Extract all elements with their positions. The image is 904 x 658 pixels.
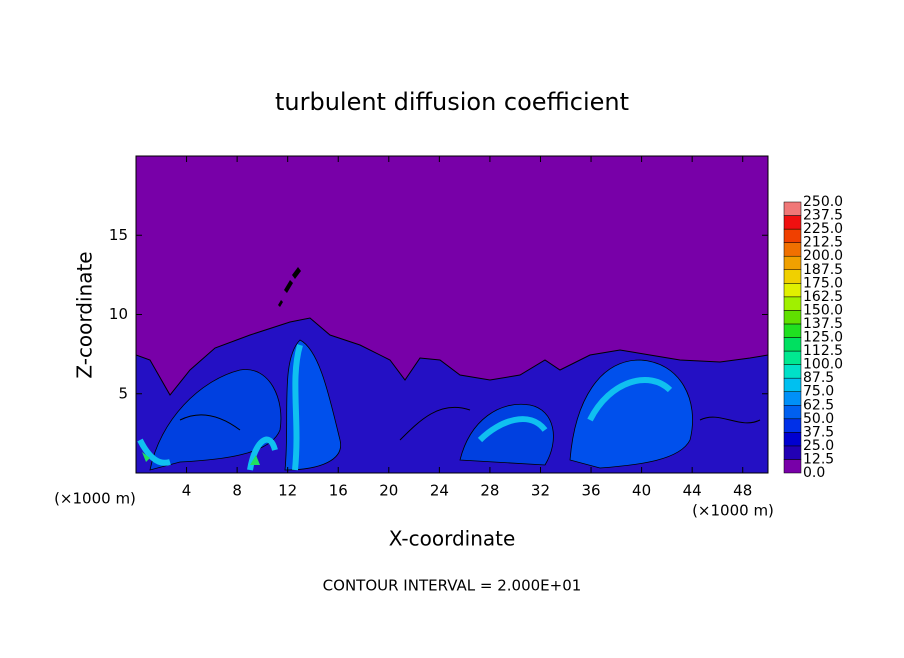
y-tick-label: 15 [109,226,128,244]
colorbar-swatch [783,405,802,420]
x-unit-label: (×1000 m) [692,502,774,520]
x-tick-label: 8 [232,482,242,500]
field [136,156,768,473]
x-tick-label: 28 [480,482,499,500]
colorbar-swatch [783,350,802,365]
colorbar-swatch [783,364,802,379]
colorbar-swatch [783,418,802,433]
colorbar-label: 125.0 [803,330,843,346]
x-tick-label: 40 [632,482,651,500]
footer-note: CONTOUR INTERVAL = 2.000E+01 [323,577,582,595]
colorbar-label: 100.0 [803,357,843,373]
x-tick-label: 16 [329,482,348,500]
colorbar-label: 50.0 [803,411,834,427]
x-tick-label: 12 [278,482,297,500]
colorbar-swatch [783,323,802,338]
x-tick-label: 20 [379,482,398,500]
x-tick-label: 4 [182,482,192,500]
y-axis-label: Z-coordinate [73,251,97,378]
colorbar-swatch [783,255,802,271]
x-tick-label: 48 [733,482,752,500]
colorbar-label: 25.0 [803,438,834,454]
field-region [278,267,301,307]
colorbar-swatch [783,228,802,243]
colorbar-label: 237.5 [803,208,843,224]
colorbar-label: 12.5 [803,451,834,467]
colorbar-label: 162.5 [803,289,843,305]
field-region [137,344,673,471]
colorbar-label: 37.5 [803,424,834,440]
colorbar-swatch [783,269,802,284]
colorbar-swatch [783,432,802,447]
x-tick-label: 36 [581,482,600,500]
field-region [179,406,761,441]
colorbar-swatch [783,377,802,392]
colorbar-label: 87.5 [803,370,834,386]
chart-title: turbulent diffusion coefficient [275,88,629,116]
colorbar-label: 187.5 [803,262,843,278]
colorbar-swatch [783,283,802,298]
colorbar-label: 250.0 [803,194,843,210]
x-tick-label: 24 [430,482,449,500]
x-axis-label: X-coordinate [389,527,516,551]
field-region [149,369,282,471]
colorbar-label: 200.0 [803,248,843,264]
colorbar-label: 137.5 [803,316,843,332]
colorbar-swatch [783,296,802,311]
y-tick-label: 10 [109,305,128,323]
colorbar-swatch [783,201,802,216]
colorbar-swatch [783,459,802,474]
x-unit-label: (×1000 m) [54,490,136,508]
colorbar-swatch [783,445,802,460]
colorbar-label: 225.0 [803,221,843,237]
colorbar-label: 150.0 [803,302,843,318]
colorbar-swatch [783,215,802,230]
colorbar-swatch [783,337,802,352]
colorbar-swatch [783,310,802,325]
colorbar-label: 75.0 [803,384,834,400]
y-tick-label: 5 [118,384,128,402]
colorbar-label: 175.0 [803,275,843,291]
colorbar-label: 62.5 [803,397,834,413]
x-tick-label: 44 [683,482,702,500]
x-tick-label: 32 [531,482,550,500]
colorbar-swatch [783,242,802,257]
colorbar-label: 0.0 [803,465,825,481]
colorbar-label: 112.5 [803,343,843,359]
colorbar-label: 212.5 [803,235,843,251]
colorbar-swatch [783,391,802,406]
